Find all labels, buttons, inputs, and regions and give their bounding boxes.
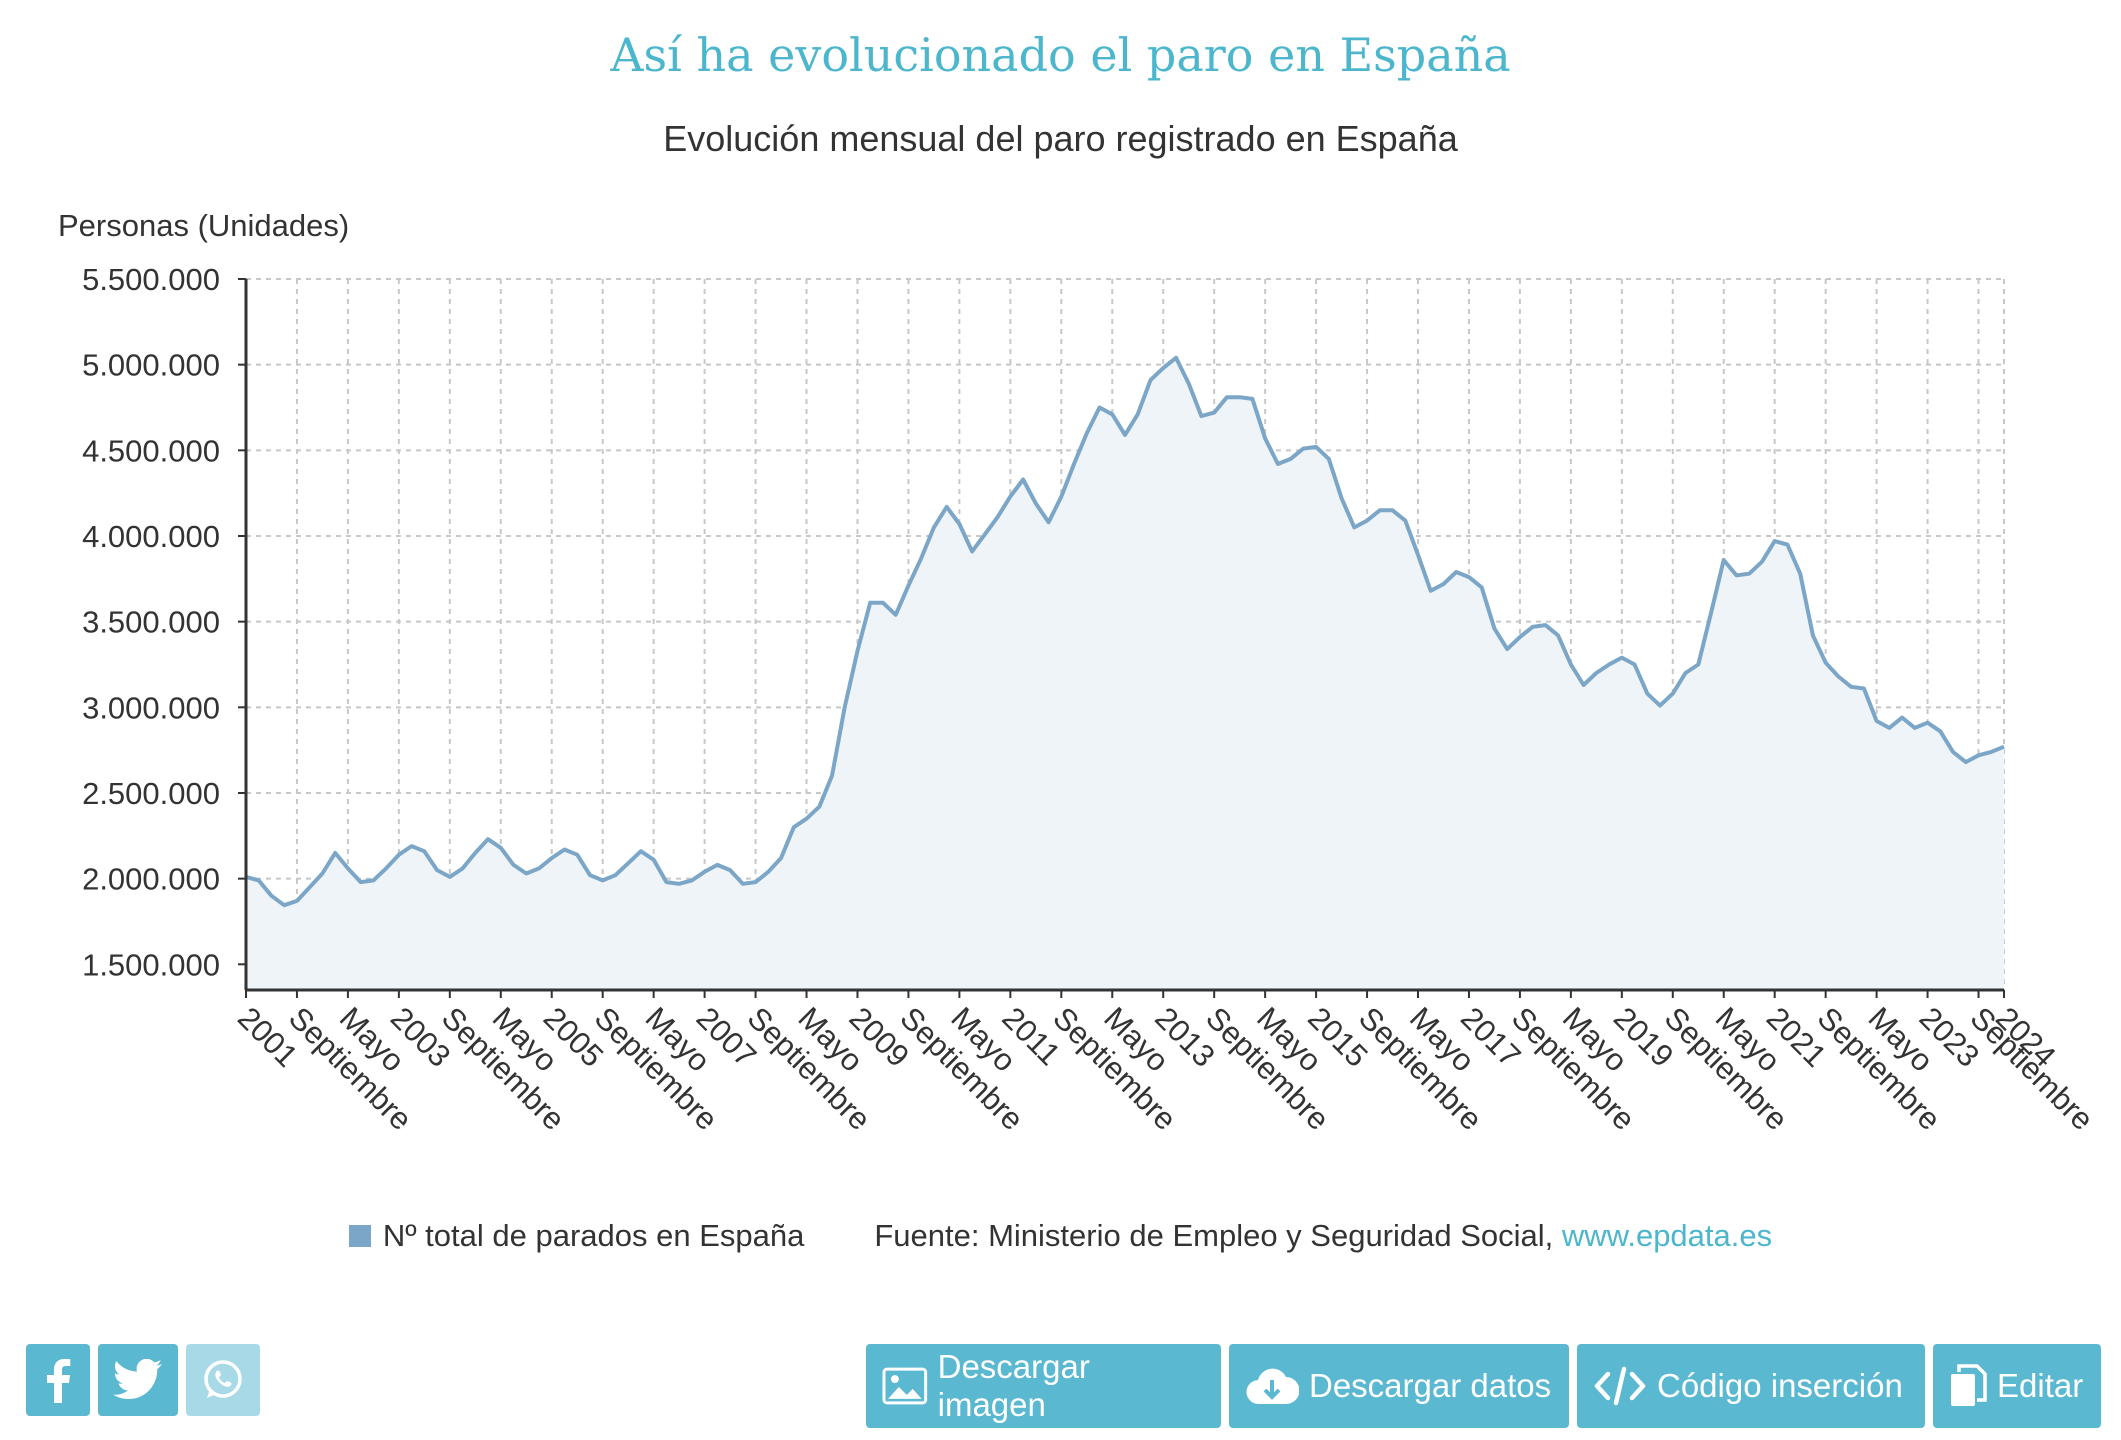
legend-item-series[interactable]: Nº total de parados en España xyxy=(348,1218,805,1254)
download-image-button[interactable]: Descargar imagen xyxy=(866,1344,1221,1428)
x-tick-label: 2001 xyxy=(231,1000,305,1074)
legend-series-label: Nº total de parados en España xyxy=(382,1218,805,1253)
source-note: Fuente: Ministerio de Empleo y Seguridad… xyxy=(874,1218,1772,1254)
facebook-icon xyxy=(47,1359,71,1403)
source-link[interactable]: www.epdata.es xyxy=(1561,1218,1773,1253)
edit-label: Editar xyxy=(1997,1367,2084,1404)
image-icon xyxy=(882,1367,928,1405)
series-line xyxy=(245,355,2005,908)
embed-code-label: Código inserción xyxy=(1657,1367,1903,1404)
y-tick-label: 1.500.000 xyxy=(82,947,220,982)
twitter-button[interactable] xyxy=(98,1344,178,1416)
y-tick-labels: 1.500.000 2.000.000 2.500.000 3.000.000 3.50… xyxy=(82,262,220,982)
chart-axes xyxy=(238,278,2005,998)
unemployment-chart: 1.500.000 2.000.000 2.500.000 3.000.000 3.50… xyxy=(58,208,2100,1137)
y-tick-label: 4.500.000 xyxy=(82,433,220,468)
y-tick-label: 2.500.000 xyxy=(82,776,220,811)
legend-swatch xyxy=(348,1225,371,1247)
download-image-label: Descargar imagen xyxy=(937,1348,1090,1423)
chart-title: Así ha evolucionado el paro en España xyxy=(610,28,1511,82)
social-share-buttons xyxy=(26,1344,260,1416)
y-tick-label: 5.500.000 xyxy=(82,262,220,297)
y-tick-label: 3.500.000 xyxy=(82,605,220,640)
legend: Nº total de parados en España Fuente: Mi… xyxy=(0,1218,2121,1254)
chart-subtitle: Evolución mensual del paro registrado en… xyxy=(663,118,1458,159)
y-tick-label: 4.000.000 xyxy=(82,519,220,554)
embed-code-button[interactable]: Código inserción xyxy=(1577,1344,1925,1428)
whatsapp-button[interactable] xyxy=(186,1344,260,1416)
y-tick-label: 2.000.000 xyxy=(82,862,220,897)
y-tick-label: 3.000.000 xyxy=(82,690,220,725)
series-area xyxy=(246,357,2004,990)
copy-icon xyxy=(1951,1364,1987,1406)
y-tick-label: 5.000.000 xyxy=(82,348,220,383)
y-axis-label: Personas (Unidades) xyxy=(58,208,349,243)
twitter-icon xyxy=(113,1359,162,1400)
facebook-button[interactable] xyxy=(26,1344,90,1416)
whatsapp-icon xyxy=(204,1360,242,1398)
action-buttons: Descargar imagen Descargar datos Código … xyxy=(866,1344,2101,1428)
edit-button[interactable]: Editar xyxy=(1933,1344,2101,1428)
x-tick-labels: 2001SeptiembreMayo2003SeptiembreMayo2005… xyxy=(231,1000,2100,1137)
cloud-download-icon xyxy=(1246,1368,1299,1405)
download-data-label: Descargar datos xyxy=(1309,1367,1552,1404)
download-data-button[interactable]: Descargar datos xyxy=(1229,1344,1569,1428)
source-prefix: Fuente: Ministerio de Empleo y Seguridad… xyxy=(874,1218,1562,1253)
code-icon xyxy=(1594,1366,1646,1406)
